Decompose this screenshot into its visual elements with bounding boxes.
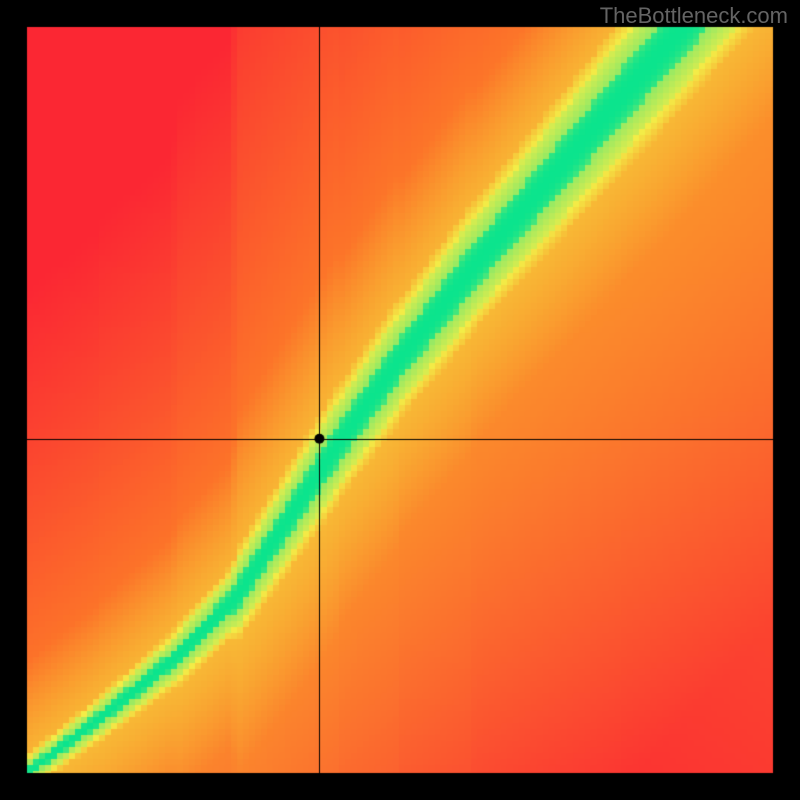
watermark-text: TheBottleneck.com xyxy=(600,3,788,29)
heatmap-canvas xyxy=(0,0,800,800)
